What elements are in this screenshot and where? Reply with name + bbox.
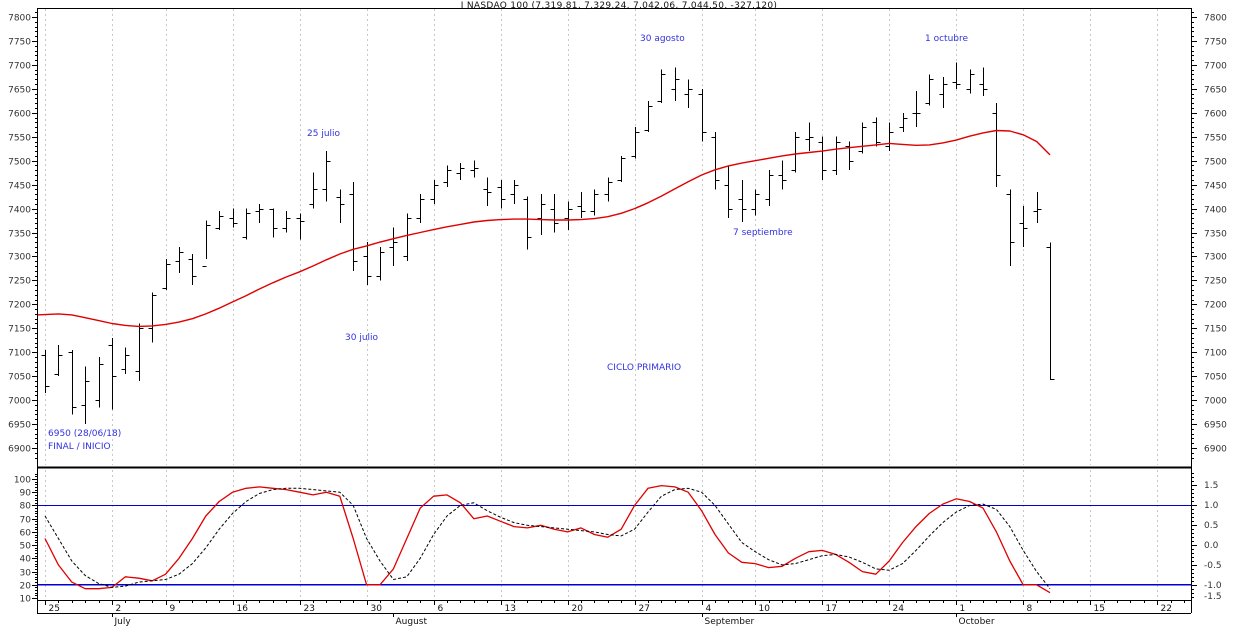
oscillator-axis-label: 100	[14, 476, 31, 486]
oscillator-axis-label: 90	[20, 489, 32, 499]
oscillator-right-axis-label: 0.0	[1204, 541, 1219, 551]
date-label: 1	[960, 604, 966, 614]
chart-annotation: 25 julio	[307, 129, 341, 139]
oscillator-right-axis-label: 1.5	[1204, 481, 1218, 491]
price-axis-label: 7750	[1204, 38, 1227, 48]
oscillator-axis-label: 10	[20, 595, 32, 605]
price-axis-label: 7450	[8, 182, 31, 192]
oscillator-axis: 10 20 30 40 50 60 70 80 90 100 1.5 1.0 0.5 0.0 -0.5 -1.…	[14, 473, 1222, 605]
date-label: 22	[1161, 604, 1172, 614]
price-axis-label: 7150	[1204, 325, 1227, 335]
price-axis: 6900 6900 6950 6950 7000 7000 7050 7050 7100 7100…	[8, 12, 1227, 459]
price-axis-label: 6950	[1204, 421, 1227, 431]
price-axis-label: 6900	[8, 445, 31, 455]
price-axis-label: 7750	[8, 38, 31, 48]
chart-annotation: 30 agosto	[640, 34, 685, 44]
chart-annotation: FINAL / INICIO	[48, 442, 111, 452]
price-axis-label: 7150	[8, 325, 31, 335]
oscillator-axis-label: 30	[20, 569, 32, 579]
date-label: 20	[572, 604, 584, 614]
month-label: October	[959, 617, 995, 627]
oscillator-right-axis-label: -1.5	[1204, 592, 1222, 602]
month-label: September	[705, 617, 755, 627]
chart-annotation: 1 octubre	[925, 34, 968, 44]
oscillator-axis-label: 20	[20, 582, 32, 592]
price-axis-label: 7600	[8, 110, 31, 120]
oscillator-axis-label: 40	[20, 555, 32, 565]
price-axis-label: 7200	[8, 301, 31, 311]
date-label: 4	[706, 604, 712, 614]
price-axis-label: 7500	[1204, 158, 1227, 168]
price-axis-label: 7600	[1204, 110, 1227, 120]
price-axis-label: 7400	[8, 206, 31, 216]
month-label: July	[114, 617, 132, 627]
price-axis-label: 7550	[8, 134, 31, 144]
price-axis-label: 7100	[8, 349, 31, 359]
price-axis-label: 7450	[1204, 182, 1227, 192]
date-label: 27	[639, 604, 650, 614]
price-axis-label: 7300	[1204, 253, 1227, 263]
date-label: 16	[237, 604, 249, 614]
chart-title: I NASDAQ 100 (7,319.81, 7,329.24, 7,042.…	[460, 1, 778, 11]
oscillator-axis-label: 70	[20, 516, 32, 526]
price-axis-label: 7800	[1204, 14, 1227, 24]
ohlc-bars	[41, 62, 1055, 425]
panel-separator	[37, 466, 1191, 469]
price-axis-label: 7300	[8, 253, 31, 263]
date-label: 6	[438, 604, 444, 614]
price-axis-label: 7050	[1204, 373, 1227, 383]
price-axis-label: 7000	[8, 397, 31, 407]
chart-annotation: 30 julio	[345, 333, 379, 343]
oscillator-axis-label: 50	[20, 542, 32, 552]
date-label: 13	[505, 604, 516, 614]
date-label: 15	[1094, 604, 1105, 614]
price-axis-label: 7350	[1204, 230, 1227, 240]
date-label: 17	[826, 604, 837, 614]
price-axis-label: 7800	[8, 14, 31, 24]
price-axis-label: 6950	[8, 421, 31, 431]
price-axis-label: 7650	[8, 86, 31, 96]
date-axis: 25 2 9 16 23 30 6 13 20 27 4 10 17 24 1 8 15 22 July August…	[45, 600, 1185, 627]
price-axis-label: 7350	[8, 230, 31, 240]
price-axis-label: 7100	[1204, 349, 1227, 359]
price-axis-label: 7200	[1204, 301, 1227, 311]
oscillator-axis-label: 60	[20, 529, 32, 539]
chart-annotation: CICLO PRIMARIO	[607, 363, 681, 373]
price-axis-label: 7550	[1204, 134, 1227, 144]
date-label: 9	[170, 604, 176, 614]
oscillator-line	[44, 484, 1051, 594]
oscillator-signal-line	[44, 487, 1051, 590]
price-axis-label: 7700	[1204, 62, 1227, 72]
price-axis-label: 7650	[1204, 86, 1227, 96]
gridlines	[45, 9, 1158, 599]
oscillator-right-axis-label: -1.0	[1204, 581, 1222, 591]
date-label: 2	[116, 604, 122, 614]
date-label: 30	[371, 604, 383, 614]
price-axis-label: 7250	[8, 277, 31, 287]
moving-average-line	[36, 129, 1051, 328]
price-axis-label: 7050	[8, 373, 31, 383]
price-axis-label: 6900	[1204, 445, 1227, 455]
oscillator-right-axis-label: -0.5	[1204, 561, 1222, 571]
date-label: 10	[759, 604, 771, 614]
price-axis-label: 7000	[1204, 397, 1227, 407]
date-label: 8	[1027, 604, 1033, 614]
price-axis-label: 7500	[8, 158, 31, 168]
chart-annotation: 6950 (28/06/18)	[48, 429, 121, 439]
date-label: 25	[49, 604, 60, 614]
oscillator-axis-label: 80	[20, 502, 32, 512]
annotations: 25 julio 30 julio 30 agosto 7 septiembre 1 o…	[48, 34, 968, 452]
price-axis-label: 7400	[1204, 206, 1227, 216]
month-label: August	[396, 617, 428, 627]
date-label: 24	[893, 604, 905, 614]
oscillator-right-axis-label: 1.0	[1204, 501, 1219, 511]
price-axis-label: 7250	[1204, 277, 1227, 287]
oscillator-right-axis-label: 0.5	[1204, 521, 1218, 531]
chart-annotation: 7 septiembre	[733, 228, 793, 238]
date-label: 23	[304, 604, 315, 614]
price-axis-label: 7700	[8, 62, 31, 72]
